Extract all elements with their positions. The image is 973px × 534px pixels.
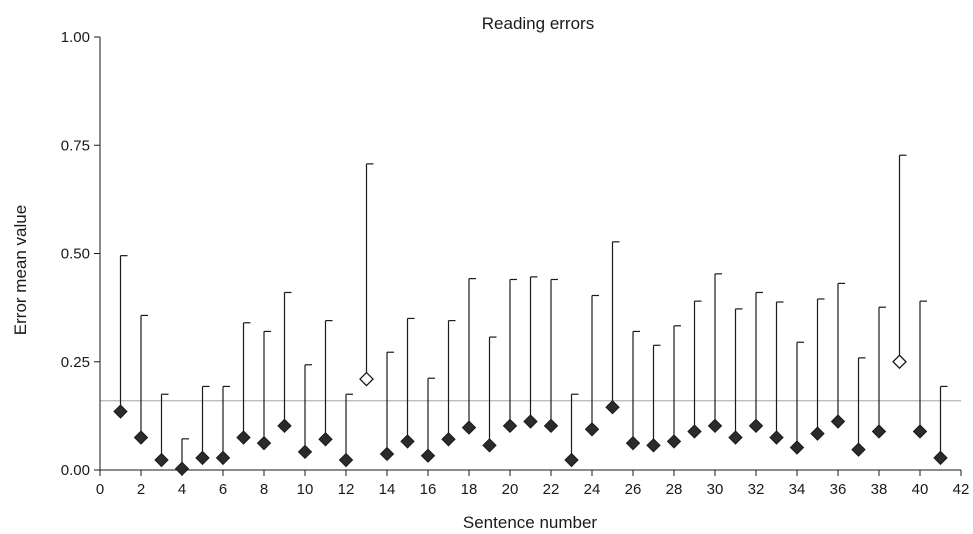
mean-marker [543, 418, 559, 434]
mean-marker [707, 418, 723, 434]
mean-marker [318, 432, 333, 447]
y-tick-label: 0.25 [61, 354, 90, 371]
mean-marker [441, 432, 456, 447]
mean-marker [400, 434, 415, 449]
x-tick-label: 36 [830, 481, 847, 498]
mean-marker [728, 430, 743, 445]
x-tick-label: 12 [338, 481, 355, 498]
y-tick-label: 1.00 [61, 29, 90, 46]
x-tick-label: 26 [625, 481, 642, 498]
x-tick-label: 10 [297, 481, 314, 498]
mean-marker [379, 446, 395, 462]
x-tick-label: 38 [871, 481, 888, 498]
mean-marker [215, 450, 231, 466]
x-tick-label: 18 [461, 481, 478, 498]
x-tick-label: 40 [912, 481, 929, 498]
x-tick-label: 0 [96, 481, 104, 498]
mean-markers [113, 354, 948, 476]
mean-marker [174, 461, 190, 476]
x-tick-label: 6 [219, 481, 227, 498]
y-tick-label: 0.50 [61, 246, 90, 263]
x-tick-label: 2 [137, 481, 145, 498]
mean-marker [420, 448, 436, 463]
mean-marker [338, 452, 354, 468]
mean-marker [646, 438, 661, 453]
mean-marker [851, 442, 866, 457]
x-tick-label: 30 [707, 481, 724, 498]
mean-marker [461, 420, 477, 435]
mean-marker [256, 435, 272, 451]
mean-marker [277, 418, 292, 434]
mean-marker [789, 440, 805, 455]
mean-marker [810, 426, 825, 441]
x-tick-label: 16 [420, 481, 437, 498]
mean-marker [564, 452, 579, 468]
mean-marker [584, 422, 600, 437]
x-tick-label: 22 [543, 481, 560, 498]
mean-marker [154, 452, 169, 468]
mean-marker [748, 418, 764, 434]
y-axis-label: Error mean value [11, 205, 30, 335]
mean-marker [687, 424, 702, 439]
mean-marker [830, 414, 846, 429]
mean-marker [113, 404, 128, 419]
mean-marker [133, 430, 149, 445]
mean-marker [195, 450, 210, 466]
mean-marker [482, 438, 497, 453]
x-tick-label: 20 [502, 481, 519, 498]
mean-marker [769, 430, 784, 445]
mean-marker [297, 444, 313, 460]
mean-marker [912, 424, 928, 439]
mean-marker [871, 424, 887, 439]
mean-marker [523, 414, 538, 429]
x-tick-label: 24 [584, 481, 601, 498]
mean-marker [666, 434, 682, 449]
mean-marker [933, 450, 948, 466]
y-ticks: 0.00 0.25 0.50 0.75 1.00 [61, 29, 100, 479]
x-ticks: 0 2 4 6 8 10 12 14 16 18 20 22 24 26 28 30 32 34 36 38 40 42 [96, 470, 970, 498]
x-tick-label: 14 [379, 481, 396, 498]
mean-marker-open [359, 371, 374, 387]
x-tick-label: 42 [953, 481, 970, 498]
x-tick-label: 8 [260, 481, 268, 498]
mean-marker [502, 418, 518, 434]
x-tick-label: 34 [789, 481, 806, 498]
mean-marker [236, 430, 251, 445]
x-axis-label: Sentence number [463, 513, 598, 532]
x-tick-label: 32 [748, 481, 765, 498]
y-tick-label: 0.75 [61, 137, 90, 154]
mean-marker [625, 435, 641, 451]
error-bars [119, 154, 948, 469]
x-tick-label: 28 [666, 481, 683, 498]
y-tick-label: 0.00 [61, 462, 90, 479]
mean-marker-open [892, 354, 907, 370]
x-tick-label: 4 [178, 481, 186, 498]
mean-marker [605, 400, 620, 415]
chart-title: Reading errors [482, 14, 594, 33]
